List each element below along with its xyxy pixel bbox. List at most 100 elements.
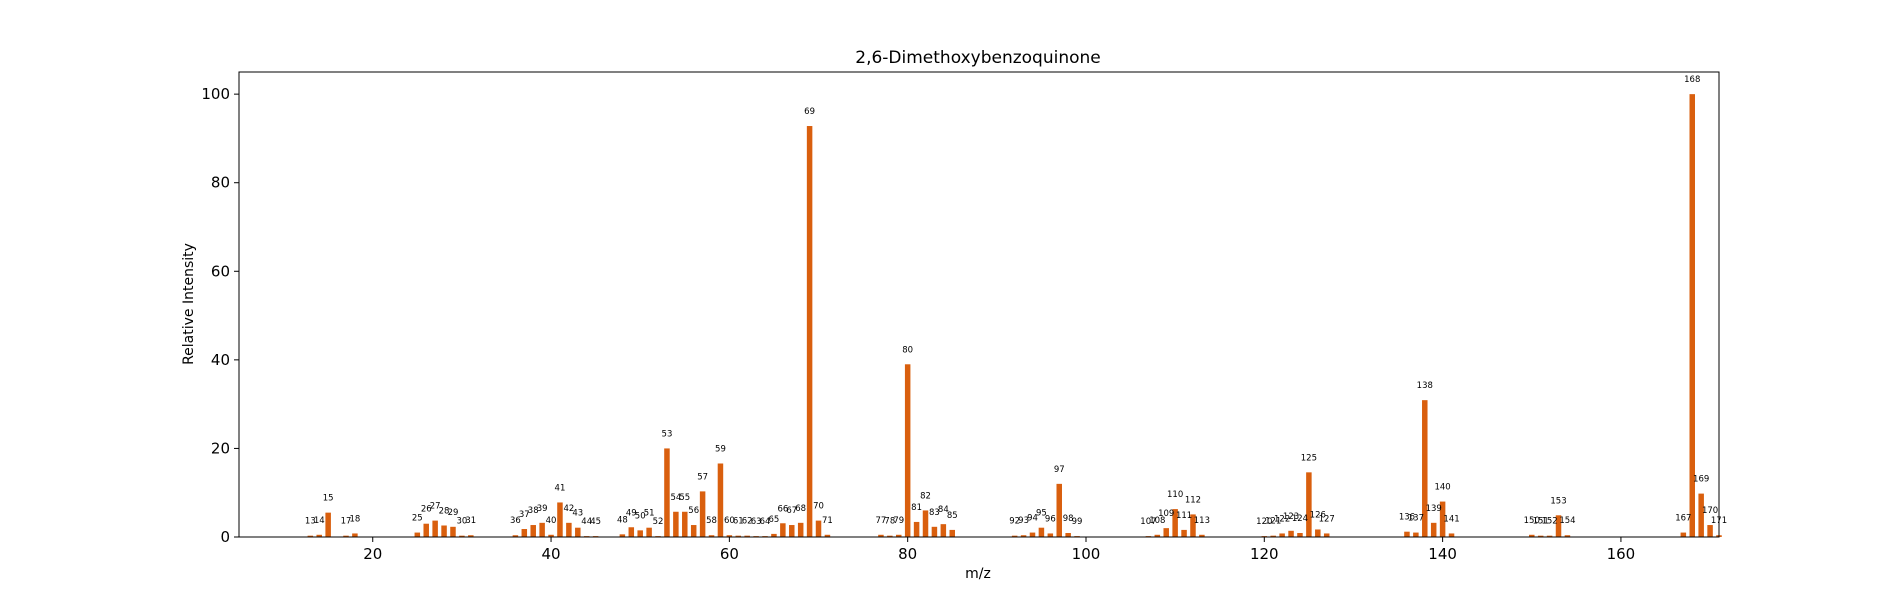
bar-label-mz-110: 110 [1167, 490, 1183, 500]
bar-label-mz-14: 14 [314, 516, 325, 526]
bar-label-mz-66: 66 [777, 504, 788, 514]
bar-mz-110 [1172, 509, 1178, 537]
bar-label-mz-85: 85 [947, 511, 958, 521]
bar-label-mz-82: 82 [920, 491, 931, 501]
bar-label-mz-50: 50 [635, 511, 646, 521]
y-tick-label: 0 [220, 528, 230, 546]
y-tick-label: 40 [211, 351, 230, 369]
bar-label-mz-70: 70 [813, 502, 824, 512]
bar-label-mz-107: 107 [1140, 517, 1156, 527]
bar-mz-51 [646, 527, 652, 537]
bar-label-mz-71: 71 [822, 516, 833, 526]
bar-mz-31 [468, 535, 474, 537]
bar-mz-41 [557, 502, 563, 537]
bar-label-mz-121: 121 [1265, 517, 1281, 527]
bar-label-mz-53: 53 [662, 429, 673, 439]
bar-mz-65 [771, 533, 777, 537]
bar-label-mz-127: 127 [1319, 514, 1335, 524]
bar-label-mz-68: 68 [795, 504, 806, 514]
y-tick-label: 20 [211, 439, 230, 457]
bar-label-mz-57: 57 [697, 472, 708, 482]
y-tick-label: 100 [201, 85, 230, 103]
bar-label-mz-65: 65 [769, 515, 780, 525]
bar-mz-48 [619, 534, 626, 537]
bar-mz-124 [1297, 533, 1303, 537]
bar-mz-136 [1404, 531, 1410, 537]
bar-label-mz-58: 58 [706, 516, 717, 526]
bar-label-mz-39: 39 [537, 504, 548, 514]
bar-series [307, 94, 1722, 537]
bar-label-mz-56: 56 [688, 506, 699, 516]
bar-mz-126 [1315, 529, 1321, 537]
bar-label-mz-43: 43 [572, 509, 583, 519]
bar-label-mz-18: 18 [349, 514, 360, 524]
bar-mz-125 [1306, 472, 1312, 537]
bar-mz-112 [1190, 514, 1196, 537]
y-axis: 0 20 40 60 80 100 [201, 85, 239, 546]
bar-mz-138 [1422, 400, 1428, 537]
bar-label-mz-113: 113 [1194, 516, 1210, 526]
x-tick-label: 120 [1250, 545, 1279, 563]
bar-mz-85 [949, 529, 955, 537]
bar-mz-98 [1065, 533, 1071, 537]
bar-label-mz-123: 123 [1283, 512, 1299, 522]
bar-mz-70 [815, 520, 822, 537]
bar-label-mz-93: 93 [1018, 516, 1029, 526]
bar-label-mz-37: 37 [519, 510, 530, 520]
bar-mz-58 [708, 535, 715, 537]
bar-label-mz-120: 120 [1256, 517, 1272, 527]
bar-mz-141 [1448, 533, 1455, 537]
bar-label-mz-151: 151 [1533, 517, 1549, 527]
bar-label-mz-78: 78 [884, 517, 895, 527]
bar-label-mz-28: 28 [439, 506, 450, 516]
bar-mz-40 [548, 534, 554, 537]
bar-mz-43 [575, 527, 581, 537]
bar-label-mz-95: 95 [1036, 509, 1047, 519]
bar-mz-80 [904, 364, 911, 537]
bar-mz-168 [1689, 94, 1695, 537]
bar-mz-71 [824, 534, 831, 537]
bar-label-mz-141: 141 [1443, 514, 1459, 524]
bar-label-mz-45: 45 [590, 517, 601, 527]
bar-label-mz-79: 79 [893, 516, 904, 526]
bar-mz-39 [539, 522, 545, 537]
bar-mz-170 [1707, 525, 1713, 537]
bar-label-mz-139: 139 [1426, 504, 1442, 514]
bar-mz-67 [789, 525, 795, 537]
bar-label-mz-59: 59 [715, 444, 726, 454]
bar-mz-127 [1323, 533, 1330, 537]
x-tick-label: 40 [542, 545, 561, 563]
bar-mz-55 [682, 511, 688, 537]
bar-mz-17 [343, 535, 349, 537]
bar-label-mz-61: 61 [733, 517, 744, 527]
bar-mz-139 [1430, 522, 1437, 537]
bar-label-mz-81: 81 [911, 503, 922, 513]
bar-label-mz-29: 29 [448, 508, 459, 518]
bar-label-mz-152: 152 [1541, 517, 1557, 527]
x-tick-label: 160 [1607, 545, 1636, 563]
bar-mz-18 [352, 533, 358, 537]
bar-mz-15 [325, 512, 331, 537]
bar-mz-79 [896, 534, 902, 537]
bar-label-mz-42: 42 [563, 504, 574, 514]
bar-mz-25 [414, 532, 421, 537]
bar-mz-37 [521, 529, 528, 537]
x-tick-label: 60 [720, 545, 739, 563]
bar-label-mz-51: 51 [644, 509, 655, 519]
bar-mz-14 [316, 534, 322, 537]
bar-label-mz-150: 150 [1524, 516, 1540, 526]
bar-label-mz-49: 49 [626, 508, 637, 518]
bar-label-mz-60: 60 [724, 516, 735, 526]
bar-mz-140 [1439, 501, 1446, 537]
bar-label-mz-30: 30 [456, 517, 467, 527]
bar-mz-66 [780, 523, 786, 537]
bar-label-mz-69: 69 [804, 107, 815, 117]
bar-label-mz-109: 109 [1158, 509, 1174, 519]
bar-label-mz-138: 138 [1417, 381, 1433, 391]
bar-label-mz-63: 63 [751, 517, 762, 527]
bar-label-mz-167: 167 [1675, 514, 1691, 524]
bar-mz-137 [1413, 532, 1419, 537]
bar-label-mz-96: 96 [1045, 514, 1056, 524]
bar-label-mz-62: 62 [742, 517, 753, 527]
